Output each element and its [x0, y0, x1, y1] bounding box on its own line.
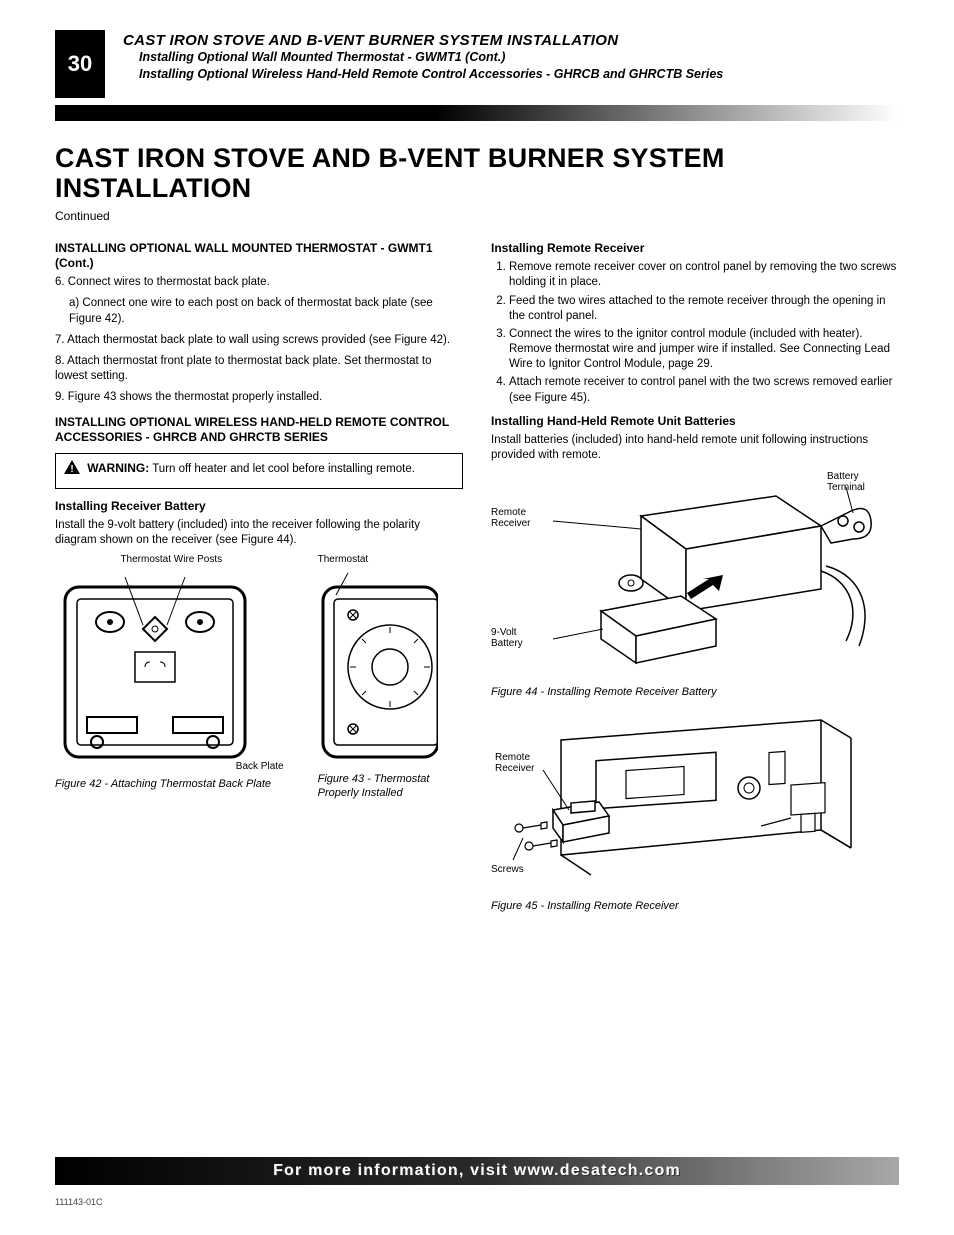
battery-instruction: Install the 9-volt battery (included) in…	[55, 518, 463, 548]
header-sub-2: Installing Optional Wireless Hand-Held R…	[139, 66, 899, 83]
receiver-step-1: Remove remote receiver cover on control …	[509, 260, 899, 290]
left-column: INSTALLING OPTIONAL WALL MOUNTED THERMOS…	[55, 237, 463, 923]
warning-box: ! WARNING: Turn off heater and let cool …	[55, 453, 463, 488]
section-title-handheld: Installing Hand-Held Remote Unit Batteri…	[491, 414, 899, 429]
receiver-step-2: Feed the two wires attached to the remot…	[509, 294, 899, 324]
footer-text: For more information, visit www.desatech…	[273, 1162, 681, 1180]
doc-reference: 111143-01C	[55, 1197, 103, 1207]
svg-text:9-Volt: 9-Volt	[491, 627, 517, 638]
header-sub-1: Installing Optional Wall Mounted Thermos…	[139, 49, 899, 66]
fig43-label-thermostat: Thermostat	[318, 554, 463, 566]
handheld-instruction: Install batteries (included) into hand-h…	[491, 433, 899, 463]
svg-text:Screws: Screws	[491, 864, 524, 875]
footer-bar: For more information, visit www.desatech…	[55, 1157, 899, 1185]
section-title-thermostat: INSTALLING OPTIONAL WALL MOUNTED THERMOS…	[55, 241, 463, 271]
receiver-step-3: Connect the wires to the ignitor control…	[509, 327, 899, 373]
figure-44-wrap: Remote Receiver 9-Volt Battery Battery T…	[491, 471, 899, 700]
svg-text:Battery: Battery	[491, 638, 523, 649]
step-8: 8. Attach thermostat front plate to ther…	[55, 354, 463, 384]
figure-42-svg	[55, 567, 255, 762]
fig44-lbl-receiver: Remote	[491, 507, 526, 518]
figure-45-svg: Remote Receiver Screws	[491, 710, 886, 890]
section-title-install-receiver: Installing Remote Receiver	[491, 241, 899, 256]
fig42-label-posts: Thermostat Wire Posts	[55, 554, 288, 566]
figure-45-caption: Figure 45 - Installing Remote Receiver	[491, 899, 899, 914]
page-number: 30	[68, 51, 92, 77]
step-6a: a) Connect one wire to each post on back…	[69, 296, 463, 326]
warning-triangle-icon: !	[64, 460, 80, 479]
step-6: 6. Connect wires to thermostat back plat…	[55, 275, 463, 290]
svg-text:Receiver: Receiver	[495, 763, 535, 774]
right-column: Installing Remote Receiver Remove remote…	[491, 237, 899, 923]
figure-43-svg	[318, 567, 438, 762]
svg-text:Remote: Remote	[495, 752, 530, 763]
figure-row-42-43: Thermostat Wire Posts	[55, 554, 463, 811]
section-title-remote: INSTALLING OPTIONAL WIRELESS HAND-HELD R…	[55, 415, 463, 445]
figure-43-caption: Figure 43 - Thermostat Properly Installe…	[318, 772, 463, 801]
warning-label: WARNING:	[87, 461, 149, 475]
figure-42-caption: Figure 42 - Attaching Thermostat Back Pl…	[55, 777, 288, 792]
header-gradient-bar	[55, 105, 899, 121]
continued-label: Continued	[55, 209, 899, 223]
figure-44-svg: Remote Receiver 9-Volt Battery Battery T…	[491, 471, 886, 676]
figure-44-caption: Figure 44 - Installing Remote Receiver B…	[491, 685, 899, 700]
section-title-battery: Installing Receiver Battery	[55, 499, 463, 514]
receiver-step-4: Attach remote receiver to control panel …	[509, 375, 899, 405]
header-block: CAST IRON STOVE AND B-VENT BURNER SYSTEM…	[123, 30, 899, 83]
svg-text:Receiver: Receiver	[491, 518, 531, 529]
svg-text:!: !	[70, 464, 73, 474]
svg-text:Terminal: Terminal	[827, 482, 865, 493]
receiver-steps: Remove remote receiver cover on control …	[509, 260, 899, 406]
header-title: CAST IRON STOVE AND B-VENT BURNER SYSTEM…	[123, 32, 899, 49]
warning-text: Turn off heater and let cool before inst…	[152, 463, 415, 475]
figure-45-wrap: Remote Receiver Screws Figure 45 - Insta…	[491, 710, 899, 914]
svg-text:Battery: Battery	[827, 471, 859, 482]
main-heading: CAST IRON STOVE AND B-VENT BURNER SYSTEM…	[55, 143, 899, 203]
page-number-box: 30	[55, 30, 105, 98]
step-7: 7. Attach thermostat back plate to wall …	[55, 333, 463, 348]
step-9: 9. Figure 43 shows the thermostat proper…	[55, 390, 463, 405]
